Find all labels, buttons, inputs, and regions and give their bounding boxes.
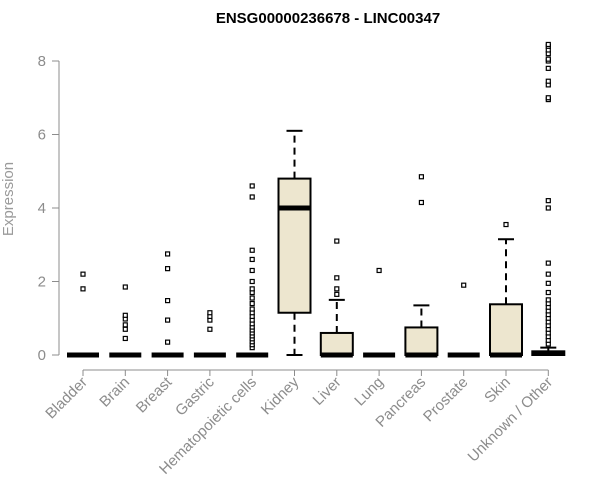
box-skin xyxy=(489,221,523,358)
box-prostate xyxy=(447,282,480,358)
outlier-point xyxy=(545,289,551,296)
outlier-point xyxy=(122,312,128,318)
outlier-point xyxy=(545,280,551,286)
box-kidney xyxy=(277,129,312,356)
outlier-point xyxy=(249,278,255,285)
outlier-point xyxy=(545,41,551,48)
outlier-point xyxy=(249,300,255,307)
x-tick-label: Brain xyxy=(96,374,133,411)
y-tick-label: 2 xyxy=(38,274,46,291)
y-tick-label: 0 xyxy=(38,347,46,364)
outlier-point xyxy=(249,295,255,301)
outlier-point xyxy=(80,286,86,292)
outlier-point xyxy=(207,310,213,316)
y-axis-label: Expression xyxy=(0,162,17,236)
box-liver xyxy=(319,238,354,358)
outlier-point xyxy=(376,267,382,274)
outlier-point xyxy=(545,271,551,277)
outlier-point xyxy=(545,95,551,101)
outlier-point xyxy=(334,291,340,297)
box-body xyxy=(277,177,312,314)
outlier-point xyxy=(249,256,255,263)
outlier-point xyxy=(503,221,509,228)
outlier-point xyxy=(122,284,128,290)
x-tick-label: Kidney xyxy=(258,373,303,418)
y-tick-label: 6 xyxy=(38,127,46,144)
outlier-point xyxy=(334,275,340,281)
outlier-point xyxy=(249,247,255,253)
outlier-point xyxy=(334,286,340,292)
x-tick-label: Prostate xyxy=(420,374,472,426)
outlier-point xyxy=(461,282,467,288)
outlier-point xyxy=(249,306,255,312)
outlier-point xyxy=(165,251,171,257)
outlier-point xyxy=(249,183,255,189)
outlier-point xyxy=(334,238,340,244)
outlier-point xyxy=(545,78,551,84)
box-pancreas xyxy=(404,174,439,358)
outlier-point xyxy=(165,266,171,272)
outlier-point xyxy=(165,317,171,323)
x-tick-label: Breast xyxy=(133,373,176,416)
outlier-point xyxy=(80,271,86,277)
x-tick-label: Liver xyxy=(310,374,345,409)
outlier-point xyxy=(545,260,551,266)
box-body xyxy=(404,326,439,356)
outlier-point xyxy=(418,199,424,206)
box-gastric xyxy=(193,310,226,358)
box-body xyxy=(319,331,354,357)
box-brain xyxy=(109,284,142,358)
outlier-point xyxy=(545,56,551,62)
outlier-point xyxy=(122,335,128,342)
outlier-point xyxy=(545,198,551,204)
outlier-point xyxy=(165,298,171,304)
chart-title: ENSG00000236678 - LINC00347 xyxy=(216,10,440,27)
box-body xyxy=(489,303,523,357)
outlier-point xyxy=(545,65,551,71)
box-lung xyxy=(363,267,396,358)
outlier-point xyxy=(545,297,551,303)
box-unknown-other xyxy=(531,41,566,357)
outlier-point xyxy=(249,286,255,292)
y-tick-label: 8 xyxy=(38,53,46,70)
box-hematopoietic-cells xyxy=(236,183,269,358)
box-bladder xyxy=(67,271,99,358)
outlier-point xyxy=(249,267,255,274)
outlier-point xyxy=(418,174,424,180)
outlier-point xyxy=(122,322,128,328)
outlier-point xyxy=(165,339,171,345)
x-tick-label: Lung xyxy=(351,374,387,410)
outlier-point xyxy=(545,205,551,211)
y-axis: 0 2 4 6 8 xyxy=(38,53,60,364)
plot-area xyxy=(67,41,566,358)
outlier-point xyxy=(249,194,255,200)
x-tick-label: Skin xyxy=(481,374,514,407)
outlier-point xyxy=(207,326,213,332)
y-tick-label: 4 xyxy=(38,200,46,217)
outlier-point xyxy=(122,326,128,332)
box-breast xyxy=(151,251,184,358)
x-tick-label: Bladder xyxy=(42,374,91,423)
